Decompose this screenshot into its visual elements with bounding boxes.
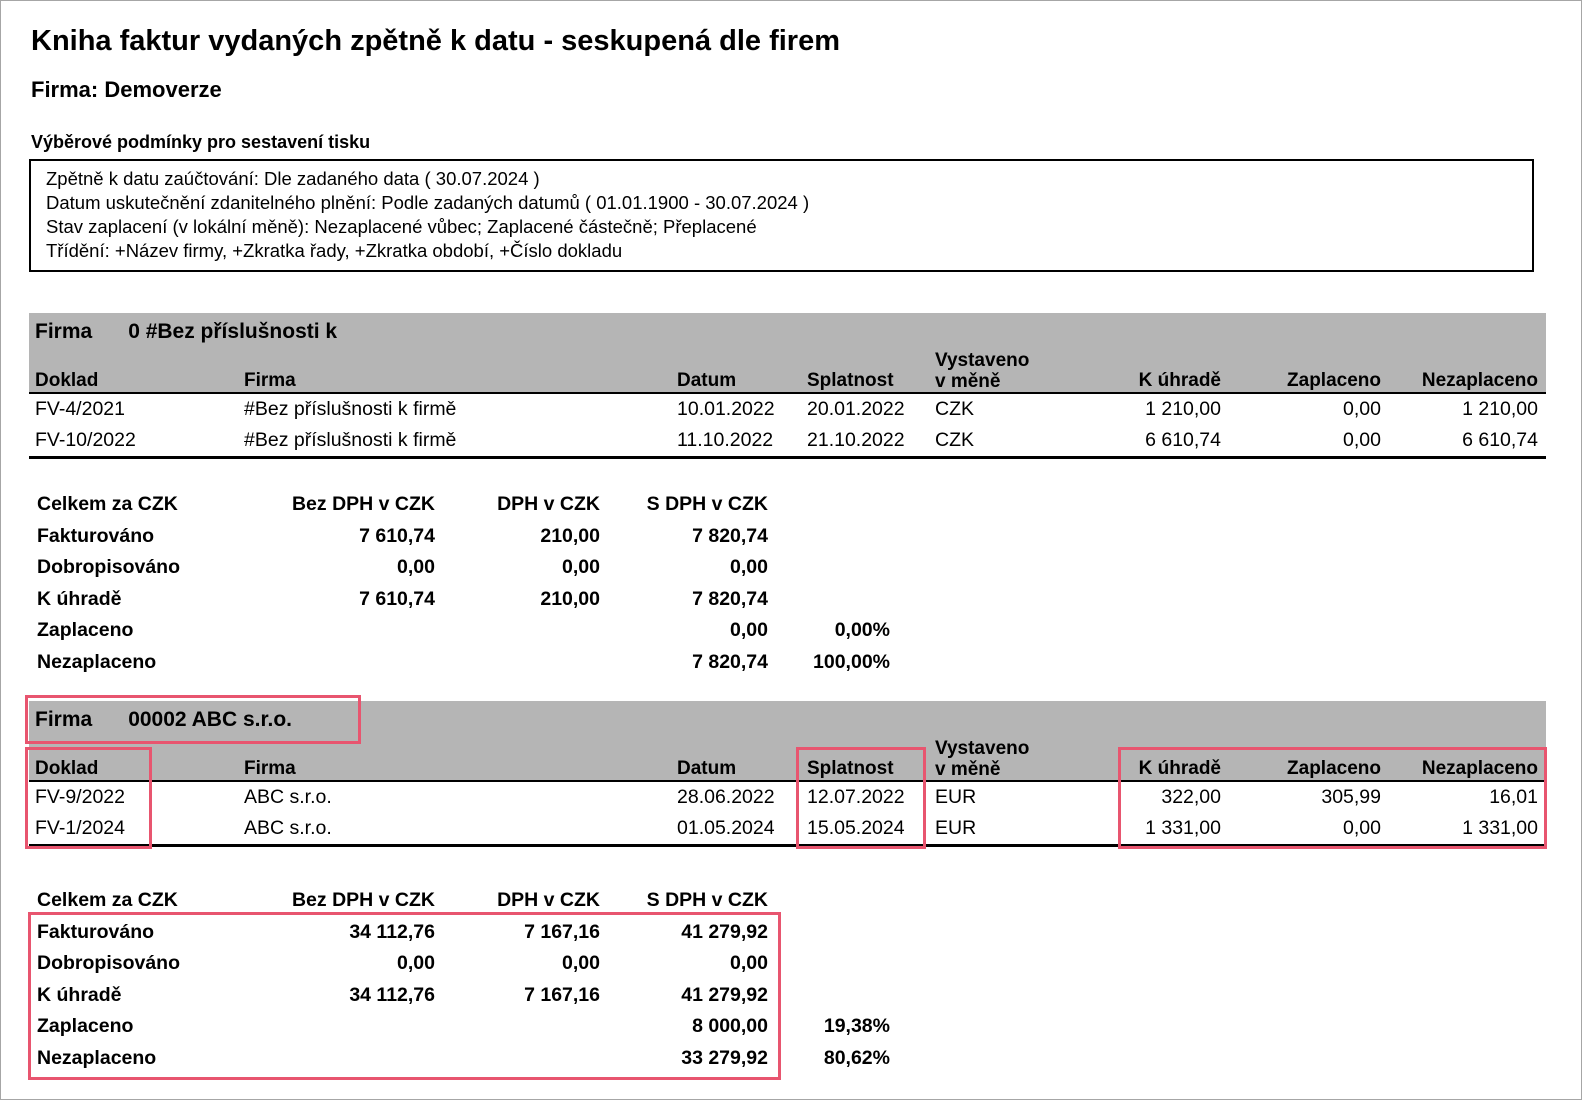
summary-header-dph: DPH v CZK bbox=[497, 889, 600, 912]
column-header-vystaveno-v-mene: Vystaveno v měně bbox=[935, 738, 1030, 780]
column-header-splatnost: Splatnost bbox=[807, 370, 894, 391]
cell-k-uhrade: 322,00 bbox=[1161, 786, 1221, 808]
group-title-bar: Firma 0 #Bez příslušnosti k bbox=[29, 313, 1546, 350]
group-title-bar: Firma 00002 ABC s.r.o. bbox=[29, 701, 1546, 738]
cell-nezaplaceno: 16,01 bbox=[1489, 786, 1538, 808]
cell-splatnost: 12.07.2022 bbox=[807, 786, 905, 808]
summary-header-s-dph: S DPH v CZK bbox=[646, 889, 768, 912]
summary-header-row: Celkem za CZK Bez DPH v CZK DPH v CZK S … bbox=[29, 885, 929, 917]
cell-firma: ABC s.r.o. bbox=[244, 817, 332, 839]
cell-k-uhrade: 1 331,00 bbox=[1145, 817, 1221, 839]
conditions-title: Výběrové podmínky pro sestavení tisku bbox=[31, 132, 371, 152]
cell-nezaplaceno: 6 610,74 bbox=[1462, 429, 1538, 451]
condition-line: Stav zaplacení (v lokální měně): Nezapla… bbox=[46, 216, 757, 237]
invoice-row: FV-4/2021 #Bez příslušnosti k firmě 10.0… bbox=[29, 394, 1546, 425]
summary-row: Dobropisováno 0,00 0,00 0,00 bbox=[37, 556, 768, 579]
cell-firma: #Bez příslušnosti k firmě bbox=[244, 429, 457, 451]
summary-header-s-dph: S DPH v CZK bbox=[646, 493, 768, 516]
cell-zaplaceno: 0,00 bbox=[1343, 398, 1381, 420]
group-title-value: 00002 ABC s.r.o. bbox=[128, 707, 292, 731]
cell-mena: EUR bbox=[935, 786, 977, 808]
summary-row: Zaplaceno 0,00 0,00% bbox=[37, 619, 890, 642]
invoice-row: FV-9/2022 ABC s.r.o. 28.06.2022 12.07.20… bbox=[29, 782, 1546, 813]
summary-header-bez-dph: Bez DPH v CZK bbox=[291, 889, 435, 912]
summary-header-row: Celkem za CZK Bez DPH v CZK DPH v CZK S … bbox=[29, 489, 929, 521]
report-title: Kniha faktur vydaných zpětně k datu - se… bbox=[31, 25, 840, 57]
cell-zaplaceno: 305,99 bbox=[1321, 786, 1381, 808]
condition-line: Třídění: +Název firmy, +Zkratka řady, +Z… bbox=[46, 240, 623, 261]
column-header-k-uhrade: K úhradě bbox=[1138, 370, 1221, 391]
invoice-table-header: Doklad Firma Datum Splatnost Vystaveno v… bbox=[29, 350, 1546, 394]
column-header-firma: Firma bbox=[244, 370, 296, 391]
condition-line: Datum uskutečnění zdanitelného plnění: P… bbox=[46, 192, 810, 213]
column-header-nezaplaceno: Nezaplaceno bbox=[1421, 370, 1538, 391]
cell-datum: 01.05.2024 bbox=[677, 817, 775, 839]
invoice-rows: FV-4/2021 #Bez příslušnosti k firmě 10.0… bbox=[29, 394, 1546, 459]
column-header-k-uhrade: K úhradě bbox=[1138, 758, 1221, 779]
summary-row: Fakturováno 7 610,74 210,00 7 820,74 bbox=[37, 524, 768, 547]
summary-header-bez-dph: Bez DPH v CZK bbox=[291, 493, 435, 516]
group-summary: Celkem za CZK Bez DPH v CZK DPH v CZK S … bbox=[29, 489, 929, 678]
column-header-vystaveno-v-mene: Vystaveno v měně bbox=[935, 350, 1030, 392]
group-title-label: Firma bbox=[35, 707, 93, 731]
cell-splatnost: 20.01.2022 bbox=[807, 398, 905, 420]
invoice-table-header: Doklad Firma Datum Splatnost Vystaveno v… bbox=[29, 738, 1546, 782]
cell-datum: 28.06.2022 bbox=[677, 786, 775, 808]
column-header-splatnost: Splatnost bbox=[807, 758, 894, 779]
cell-doklad: FV-1/2024 bbox=[35, 817, 125, 839]
group-bez-prislusnosti: Firma 0 #Bez příslušnosti k Doklad Firma… bbox=[29, 313, 1546, 459]
group-title-value: 0 #Bez příslušnosti k bbox=[128, 319, 338, 343]
summary-row: Nezaplaceno 33 279,92 80,62% bbox=[37, 1046, 890, 1069]
column-header-zaplaceno: Zaplaceno bbox=[1287, 370, 1381, 391]
cell-zaplaceno: 0,00 bbox=[1343, 817, 1381, 839]
cell-datum: 10.01.2022 bbox=[677, 398, 775, 420]
summary-row: Fakturováno 34 112,76 7 167,16 41 279,92 bbox=[37, 920, 768, 943]
cell-nezaplaceno: 1 331,00 bbox=[1462, 817, 1538, 839]
cell-mena: EUR bbox=[935, 817, 977, 839]
summary-header-dph: DPH v CZK bbox=[497, 493, 600, 516]
summary-header-label: Celkem za CZK bbox=[37, 889, 178, 912]
column-header-datum: Datum bbox=[677, 758, 737, 779]
cell-k-uhrade: 1 210,00 bbox=[1145, 398, 1221, 420]
cell-nezaplaceno: 1 210,00 bbox=[1462, 398, 1538, 420]
invoice-rows: FV-9/2022 ABC s.r.o. 28.06.2022 12.07.20… bbox=[29, 782, 1546, 847]
summary-row: Zaplaceno 8 000,00 19,38% bbox=[37, 1015, 890, 1038]
invoice-row: FV-10/2022 #Bez příslušnosti k firmě 11.… bbox=[29, 425, 1546, 456]
column-header-datum: Datum bbox=[677, 370, 737, 391]
summary-row: K úhradě 34 112,76 7 167,16 41 279,92 bbox=[37, 983, 768, 1006]
cell-splatnost: 15.05.2024 bbox=[807, 817, 905, 839]
cell-datum: 11.10.2022 bbox=[677, 429, 774, 451]
column-header-doklad: Doklad bbox=[35, 370, 99, 391]
column-header-firma: Firma bbox=[244, 758, 296, 779]
column-header-nezaplaceno: Nezaplaceno bbox=[1421, 758, 1538, 779]
cell-doklad: FV-4/2021 bbox=[35, 398, 125, 420]
cell-mena: CZK bbox=[935, 429, 974, 451]
cell-doklad: FV-9/2022 bbox=[35, 786, 125, 808]
summary-row: Dobropisováno 0,00 0,00 0,00 bbox=[37, 952, 768, 975]
group-title-label: Firma bbox=[35, 319, 93, 343]
cell-k-uhrade: 6 610,74 bbox=[1145, 429, 1221, 451]
column-header-doklad: Doklad bbox=[35, 758, 99, 779]
cell-splatnost: 21.10.2022 bbox=[807, 429, 905, 451]
cell-doklad: FV-10/2022 bbox=[35, 429, 136, 451]
cell-mena: CZK bbox=[935, 398, 974, 420]
group-abc-sro: Firma 00002 ABC s.r.o. Doklad Firma Datu… bbox=[29, 701, 1546, 847]
summary-header-label: Celkem za CZK bbox=[37, 493, 178, 516]
condition-line: Zpětně k datu zaúčtování: Dle zadaného d… bbox=[46, 168, 540, 189]
summary-row: Nezaplaceno 7 820,74 100,00% bbox=[37, 650, 890, 673]
company-line: Firma: Demoverze bbox=[31, 77, 222, 102]
cell-zaplaceno: 0,00 bbox=[1343, 429, 1381, 451]
summary-row: K úhradě 7 610,74 210,00 7 820,74 bbox=[37, 587, 768, 610]
cell-firma: #Bez příslušnosti k firmě bbox=[244, 398, 457, 420]
invoice-row: FV-1/2024 ABC s.r.o. 01.05.2024 15.05.20… bbox=[29, 813, 1546, 844]
cell-firma: ABC s.r.o. bbox=[244, 786, 332, 808]
column-header-zaplaceno: Zaplaceno bbox=[1287, 758, 1381, 779]
conditions-box: Zpětně k datu zaúčtování: Dle zadaného d… bbox=[29, 159, 1534, 272]
group-summary: Celkem za CZK Bez DPH v CZK DPH v CZK S … bbox=[29, 885, 929, 1074]
